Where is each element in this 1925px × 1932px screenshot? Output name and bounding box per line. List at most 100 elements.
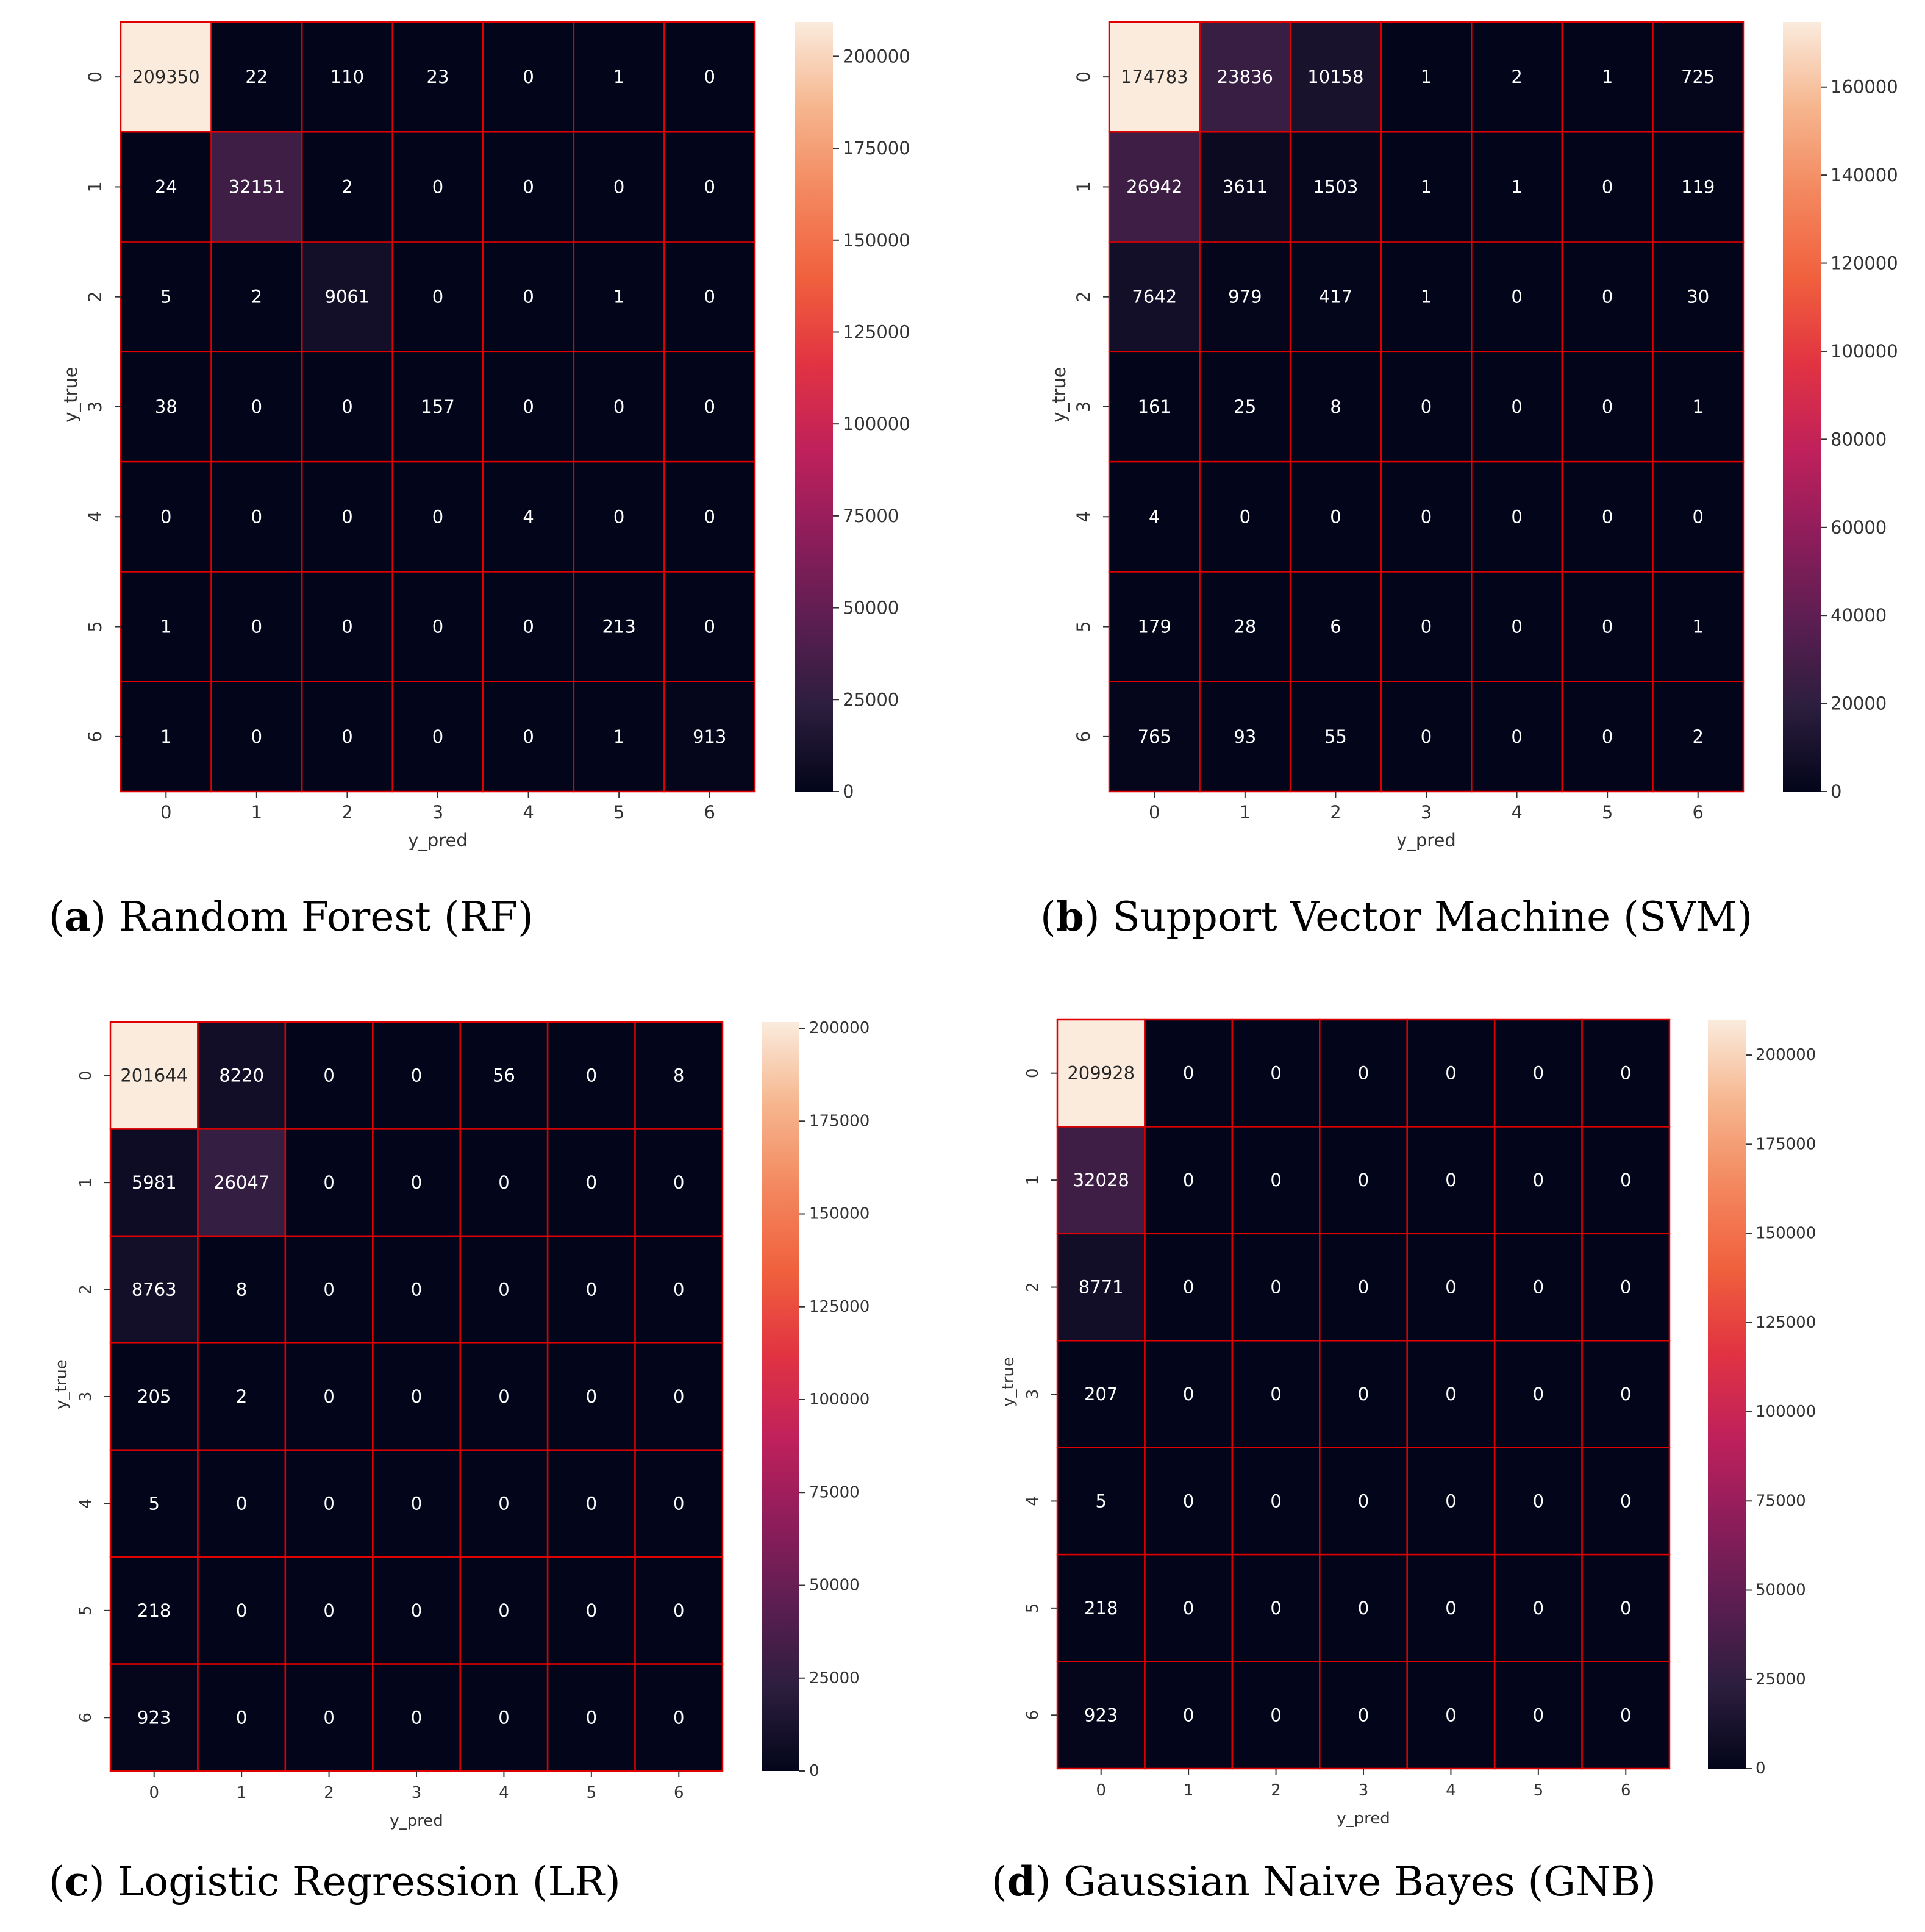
cell-value-label: 0 xyxy=(236,1600,247,1621)
heatmap-cell xyxy=(663,571,756,682)
heatmap-cell xyxy=(573,571,665,682)
x-tick-label: 4 xyxy=(523,802,534,823)
colorbar-tick-label: 200000 xyxy=(809,1019,870,1037)
cell-value-label: 0 xyxy=(411,1600,422,1621)
cell-value-label: 32151 xyxy=(229,176,285,197)
colorbar-gradient xyxy=(1783,22,1821,792)
cell-value-label: 0 xyxy=(323,1279,334,1300)
cell-value-label: 1 xyxy=(1511,176,1522,197)
colorbar-gradient xyxy=(1708,1020,1746,1769)
heatmap-cell xyxy=(1652,571,1745,682)
cell-value-label: 8771 xyxy=(1079,1277,1124,1298)
x-tick-label: 6 xyxy=(1621,1781,1631,1800)
colorbar-tick-label: 150000 xyxy=(809,1205,870,1223)
heatmap-cell xyxy=(301,681,393,793)
cell-value-label: 0 xyxy=(673,1172,684,1193)
cell-value-label: 913 xyxy=(693,726,726,747)
cell-value-label: 0 xyxy=(1358,1598,1369,1619)
heatmap-cells: 209928 0 0 0 0 0 0 32028 0 0 0 0 0 0 8771 0 0 0 0 0 0 207 0 0 0 0… xyxy=(1056,1018,1671,1770)
heatmap-cell xyxy=(1108,460,1201,573)
colorbar-tick-label: 0 xyxy=(1755,1759,1766,1778)
cell-value-label: 161 xyxy=(1138,396,1171,417)
cell-value-label: 25 xyxy=(1234,396,1256,417)
cell-value-label: 0 xyxy=(523,726,534,747)
cell-value-label: 0 xyxy=(251,617,262,637)
y-tick-label: 0 xyxy=(85,71,105,82)
heatmap-cell xyxy=(1319,1447,1408,1556)
cell-value-label: 0 xyxy=(1358,1170,1369,1190)
cell-value-label: 0 xyxy=(1330,506,1341,527)
heatmap-cell xyxy=(459,1342,549,1451)
heatmap-cell xyxy=(1144,1126,1234,1235)
colorbar-tick-label: 150000 xyxy=(1755,1225,1816,1243)
cell-value-label: 0 xyxy=(1511,396,1522,417)
heatmap-cell xyxy=(1406,1340,1496,1448)
heatmap-cell xyxy=(197,1235,287,1344)
colorbar: 0 25000 50000 75000 100000 125000 150000 175000… xyxy=(1708,1020,1816,1778)
caption-d: (d) Gaussian Naive Bayes (GNB) xyxy=(991,1858,1656,1905)
cell-value-label: 207 xyxy=(1084,1384,1118,1404)
colorbar-tick-label: 140000 xyxy=(1830,165,1898,185)
cell-value-label: 179 xyxy=(1138,617,1171,637)
x-tick-label: 1 xyxy=(1240,802,1251,823)
heatmap-cell xyxy=(301,241,393,353)
heatmap-cell xyxy=(1471,21,1563,133)
cell-value-label: 0 xyxy=(323,1065,334,1086)
cell-value-label: 0 xyxy=(1533,1490,1544,1511)
heatmap-cell xyxy=(1199,241,1291,353)
y-tick-label: 6 xyxy=(85,731,105,742)
cell-value-label: 0 xyxy=(341,726,352,747)
cell-value-label: 1 xyxy=(613,287,624,307)
cell-value-label: 0 xyxy=(1620,1277,1631,1298)
heatmap-cell xyxy=(109,1663,199,1772)
y-tick-label: 1 xyxy=(1073,181,1094,192)
y-axis: 0 1 2 3 4 5 6 y_true xyxy=(52,1070,110,1723)
cell-value-label: 0 xyxy=(251,506,262,527)
heatmap-cell xyxy=(1108,681,1201,793)
heatmap-cell xyxy=(1108,241,1201,353)
heatmap-cell xyxy=(1493,1233,1583,1342)
cell-value-label: 26047 xyxy=(213,1172,270,1193)
x-tick-label: 0 xyxy=(160,802,171,823)
heatmap-cell xyxy=(573,681,665,793)
heatmap-cell xyxy=(1581,1661,1671,1770)
cell-value-label: 0 xyxy=(323,1386,334,1407)
heatmap-cell xyxy=(1652,241,1745,353)
heatmap-cell xyxy=(1652,131,1745,243)
cell-value-label: 0 xyxy=(673,1707,684,1728)
heatmap-cell xyxy=(1652,351,1745,463)
cell-value-label: 0 xyxy=(411,1707,422,1728)
cell-value-label: 0 xyxy=(498,1493,509,1514)
cell-value-label: 0 xyxy=(1358,1063,1369,1084)
heatmap-cell xyxy=(663,241,756,353)
heatmap-cell xyxy=(391,21,484,133)
y-axis: 0 1 2 3 4 5 6 y_true xyxy=(1049,71,1109,742)
cell-value-label: 0 xyxy=(613,506,624,527)
cell-value-label: 0 xyxy=(704,287,715,307)
cell-value-label: 174783 xyxy=(1121,66,1188,87)
cell-value-label: 0 xyxy=(1445,1705,1456,1725)
heatmap-cell xyxy=(1289,131,1382,243)
cell-value-label: 1 xyxy=(613,726,624,747)
colorbar-tick-label: 75000 xyxy=(843,506,899,526)
cell-value-label: 6 xyxy=(1330,617,1341,637)
heatmap-cell xyxy=(301,351,393,463)
heatmap-cell xyxy=(1289,351,1382,463)
heatmap-cell xyxy=(1471,681,1563,793)
x-axis-label: y_pred xyxy=(390,1812,443,1830)
cell-value-label: 201644 xyxy=(120,1065,188,1086)
heatmap-cell xyxy=(1493,1126,1583,1235)
cell-value-label: 725 xyxy=(1681,66,1715,87)
cell-value-label: 0 xyxy=(432,617,443,637)
cell-value-label: 0 xyxy=(523,66,534,87)
heatmap-cell xyxy=(573,351,665,463)
cell-value-label: 0 xyxy=(1270,1490,1281,1511)
captions: (a) Random Forest (RF) (b) Support Vecto… xyxy=(49,893,1752,1905)
cell-value-label: 0 xyxy=(498,1172,509,1193)
colorbar-tick-label: 150000 xyxy=(843,230,910,251)
y-tick-label: 5 xyxy=(1024,1603,1042,1614)
heatmap-cell xyxy=(663,681,756,793)
cell-value-label: 0 xyxy=(341,506,352,527)
cell-value-label: 32028 xyxy=(1073,1170,1129,1190)
